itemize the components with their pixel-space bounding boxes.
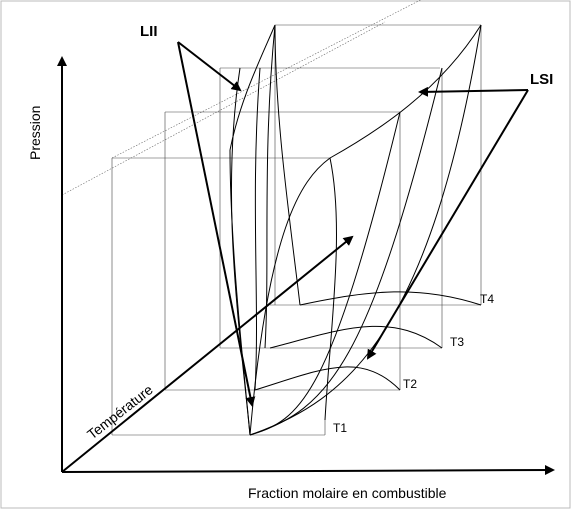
temperature-axis xyxy=(61,235,354,473)
y-axis-label: Pression xyxy=(27,106,43,160)
isotherm-label: T4 xyxy=(480,292,494,306)
phase-curves xyxy=(229,24,482,436)
lsi-label: LSI xyxy=(530,71,553,88)
isotherm-label: T2 xyxy=(403,377,417,391)
lii-label: LII xyxy=(140,23,158,40)
pointer-arrows xyxy=(177,41,529,407)
axes xyxy=(57,56,555,476)
isotherm-label: T3 xyxy=(450,335,464,349)
guides xyxy=(61,0,482,436)
depth-axis-label: Température xyxy=(84,381,156,442)
isotherm-label: T1 xyxy=(333,421,347,435)
x-axis-label: Fraction molaire en combustible xyxy=(248,485,447,501)
fraction-axis xyxy=(61,465,555,476)
